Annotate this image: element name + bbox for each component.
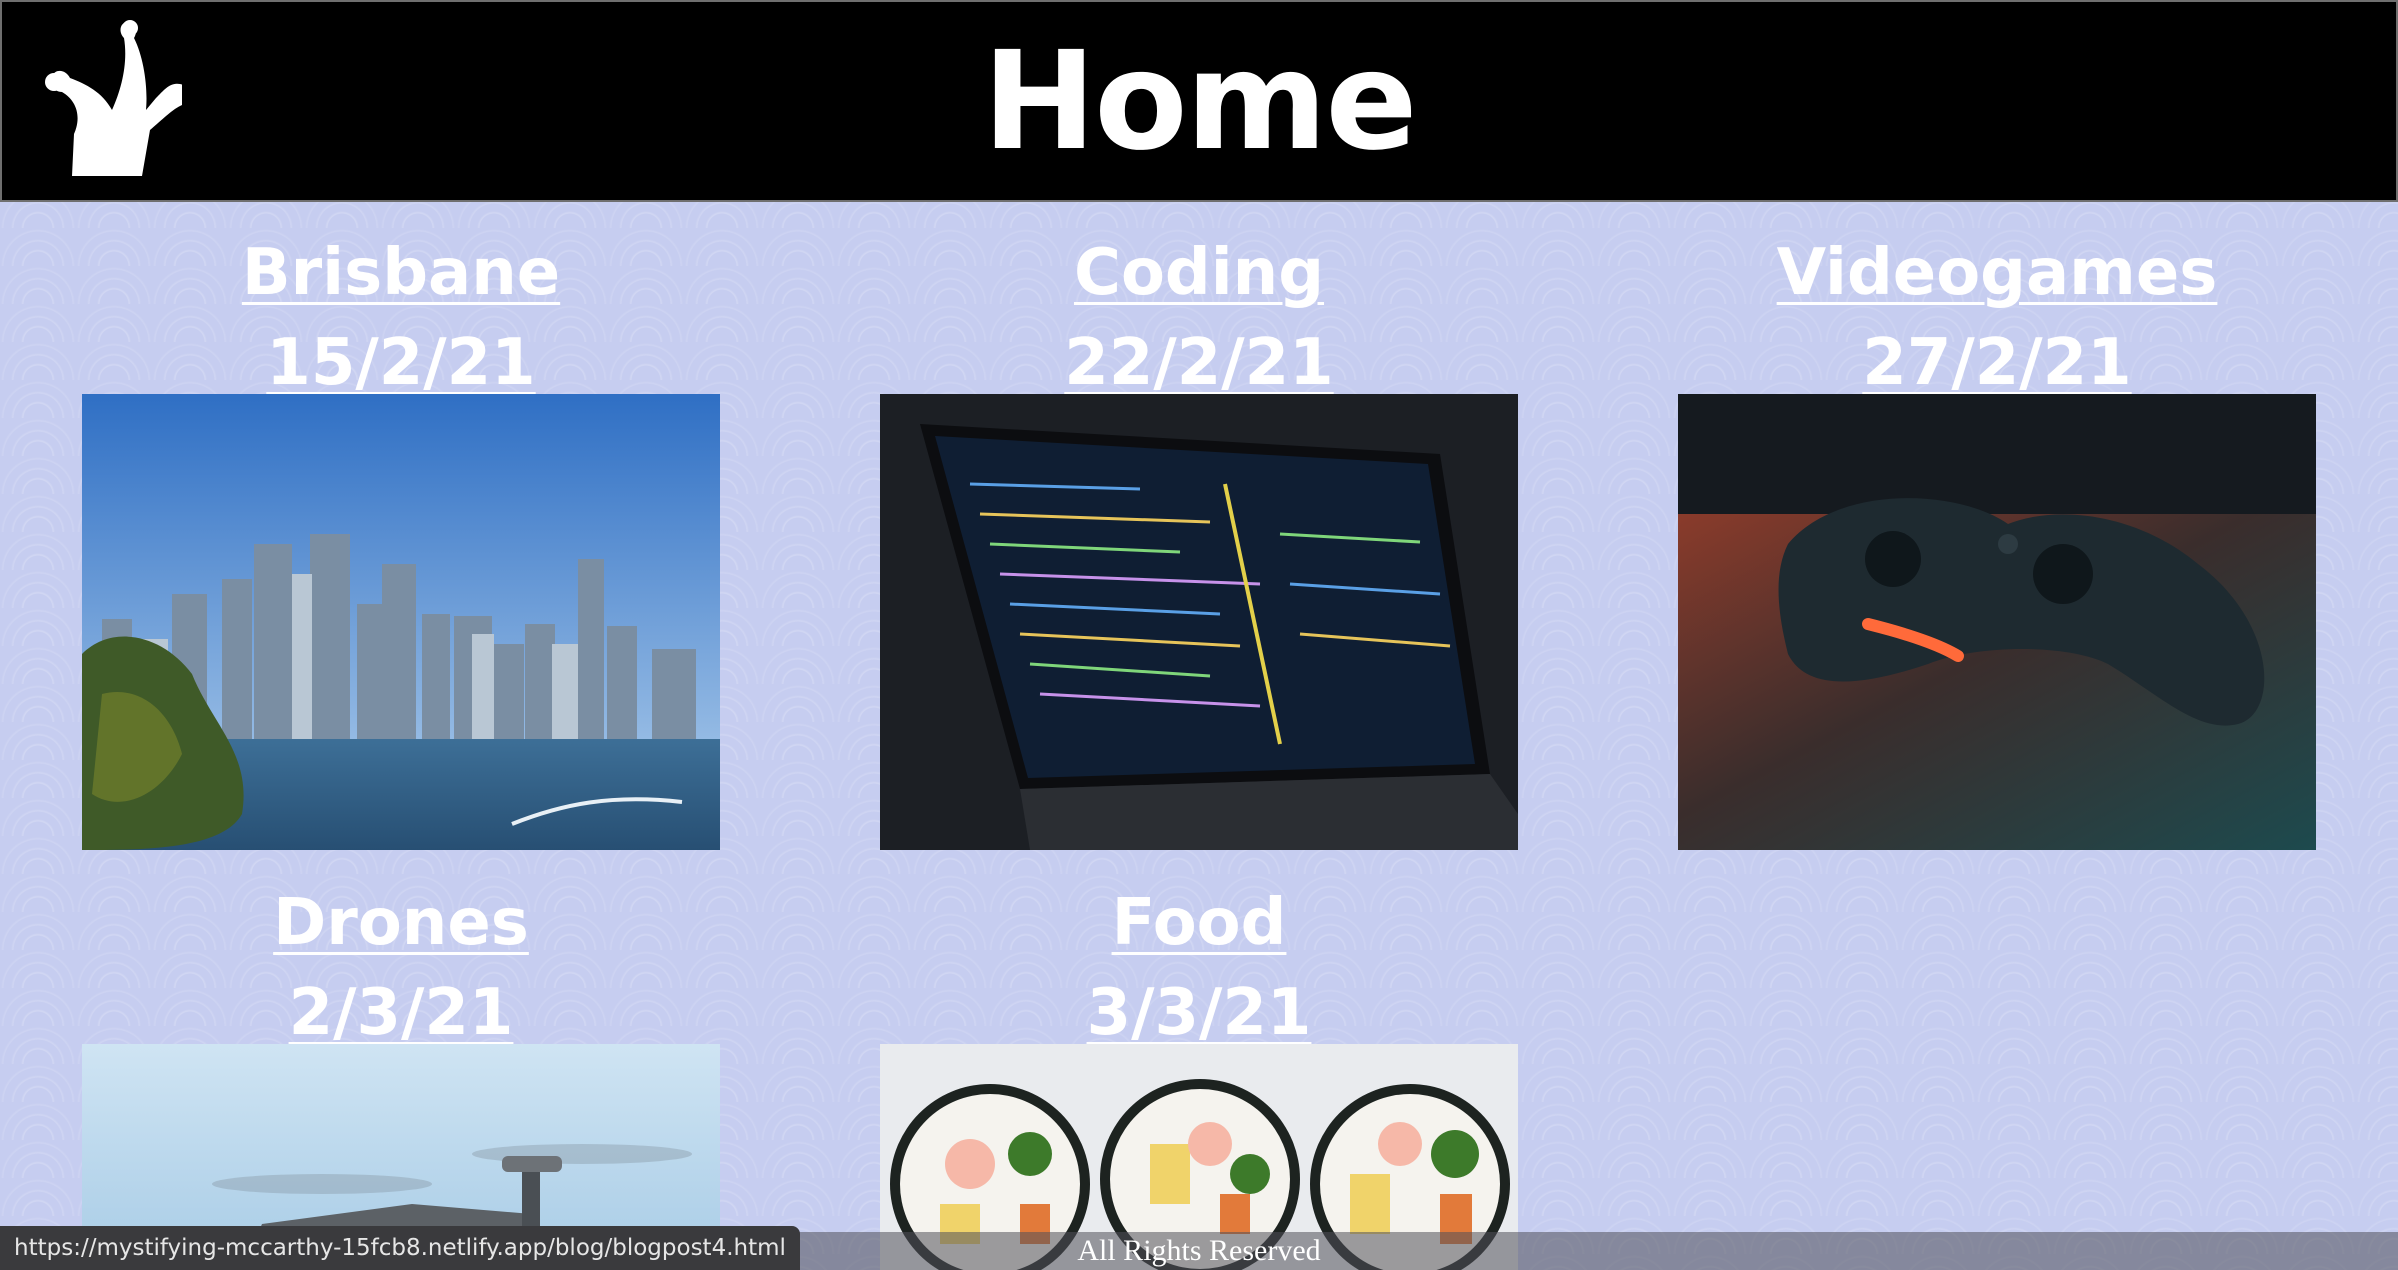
game-controller-image[interactable] [1678, 394, 2316, 850]
page-title: Home [982, 23, 1417, 181]
post-drones: Drones 2/3/21 [82, 878, 720, 1058]
post-title-link[interactable]: Brisbane [241, 236, 561, 310]
link-status-url: https://mystifying-mccarthy-15fcb8.netli… [0, 1226, 800, 1270]
post-title-link[interactable]: Videogames [1776, 236, 2218, 310]
brisbane-skyline-image[interactable] [82, 394, 720, 850]
post-videogames: Videogames 27/2/21 [1678, 228, 2316, 408]
site-header: Home [0, 0, 2398, 202]
post-food: Food 3/3/21 [880, 878, 1518, 1058]
post-title-link[interactable]: Coding [1073, 236, 1325, 310]
laptop-code-image[interactable] [880, 394, 1518, 850]
post-date-link[interactable]: 27/2/21 [1862, 326, 2132, 400]
post-date-link[interactable]: 22/2/21 [1064, 326, 1334, 400]
post-coding: Coding 22/2/21 [880, 228, 1518, 408]
post-date-link[interactable]: 15/2/21 [266, 326, 536, 400]
post-date-link[interactable]: 2/3/21 [288, 976, 514, 1050]
footer-text: All Rights Reserved [1077, 1234, 1321, 1267]
post-title-link[interactable]: Food [1111, 886, 1287, 960]
post-title-link[interactable]: Drones [273, 886, 529, 960]
post-date-link[interactable]: 3/3/21 [1086, 976, 1312, 1050]
post-brisbane: Brisbane 15/2/21 [82, 228, 720, 408]
